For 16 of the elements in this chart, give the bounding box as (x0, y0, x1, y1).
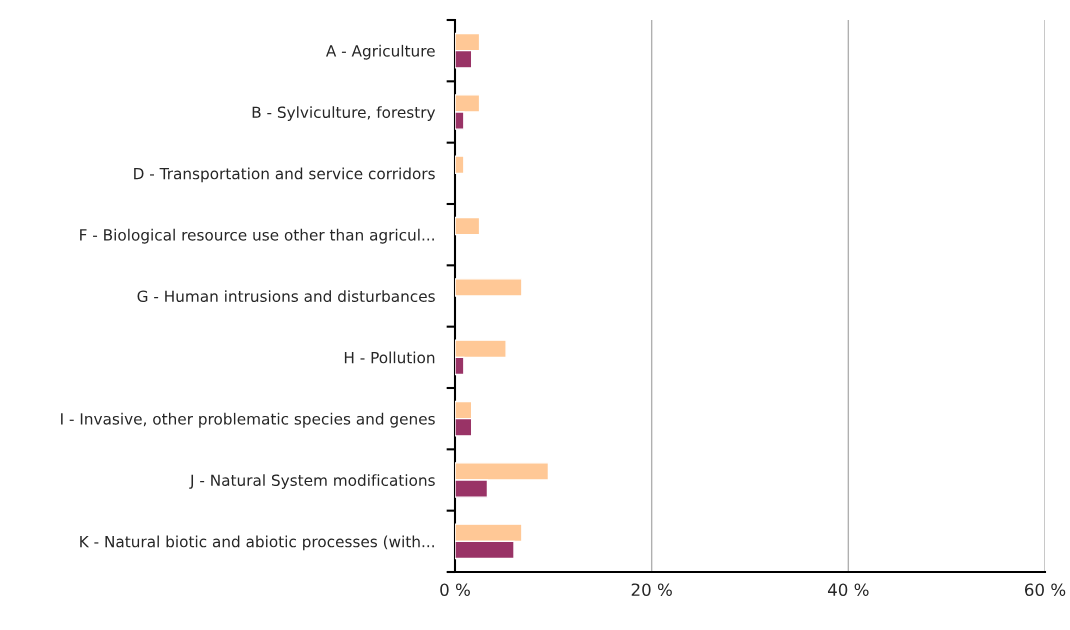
x-tick-label: 40 % (827, 583, 869, 597)
bar (455, 216, 481, 236)
y-tick-label: H - Pollution (344, 351, 435, 364)
bar (455, 278, 523, 297)
y-tick-label: F - Biological resource use other than agricul... (80, 228, 434, 244)
y-tick-label: J - Natural System modifications (189, 474, 435, 489)
y-tick-label: G - Human intrusions and disturbances (137, 290, 435, 303)
x-tick-label: 0 % (440, 583, 470, 597)
y-tick-label: K - Natural biotic and abiotic processes (with... (80, 535, 434, 551)
y-tick-label: A - Agriculture (325, 44, 435, 60)
y-tick-label: B - Sylviculture, forestry (252, 106, 436, 121)
y-tick-label: D - Transportation and service corridors (134, 167, 435, 183)
x-tick-label: 60 % (1024, 583, 1066, 597)
y-tick-label: I - Invasive, other problematic species and genes (61, 412, 435, 428)
bar (455, 155, 465, 175)
x-tick-label: 20 % (631, 583, 672, 597)
